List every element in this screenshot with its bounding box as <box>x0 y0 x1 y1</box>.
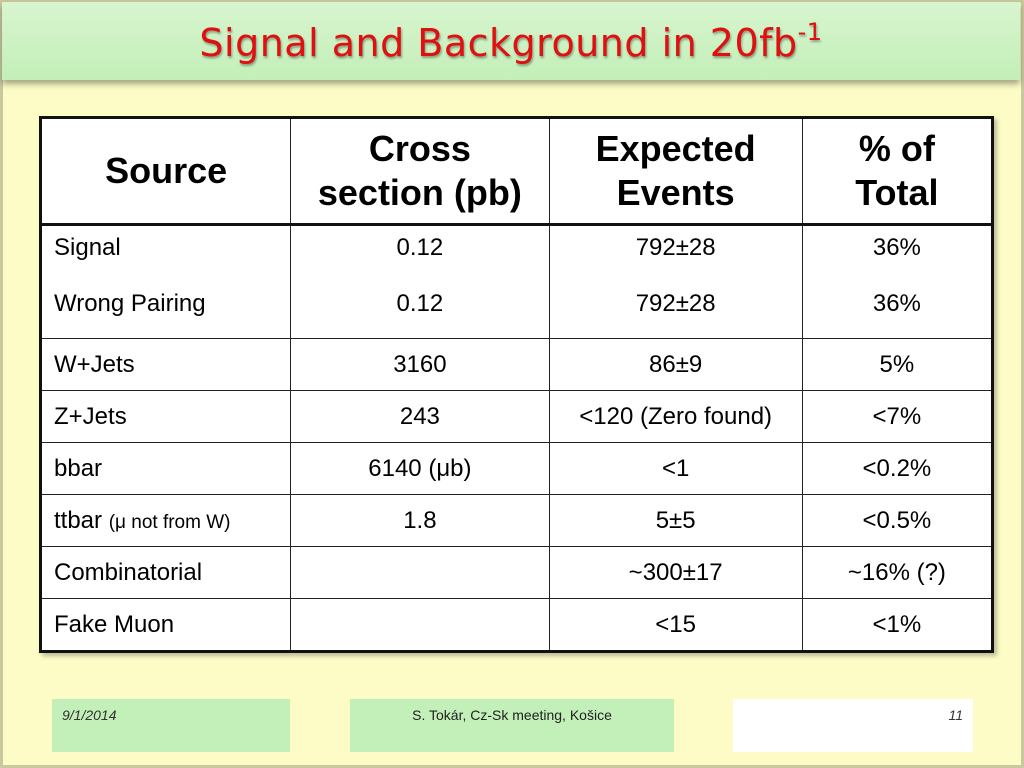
cell-events: <1 <box>548 442 803 495</box>
header-cross-line1: Cross <box>368 128 471 169</box>
cell-cross <box>290 546 550 599</box>
cell-source: Combinatorial <box>39 546 292 599</box>
footer-author-meeting: S. Tokár, Cz-Sk meeting, Košice <box>350 699 674 752</box>
cell-events: 5±5 <box>548 494 803 547</box>
cell-pct-wrong-pairing: 36% <box>872 290 921 317</box>
slide-title: Signal and Background in 20fb-1 <box>199 18 822 65</box>
cell-pct: ~16% (?) <box>801 546 994 599</box>
cell-pct: 5% <box>801 338 994 391</box>
header-cross-line2: section (pb) <box>317 172 522 213</box>
title-bar: Signal and Background in 20fb-1 <box>2 2 1020 80</box>
cell-events: ~300±17 <box>548 546 803 599</box>
header-events-line1: Expected <box>595 128 756 169</box>
table-row: bbar 6140 (μb) <1 <0.2% <box>39 442 994 495</box>
cell-pct: <0.2% <box>801 442 994 495</box>
table-row: Fake Muon <15 <1% <box>39 598 994 652</box>
slide-title-superscript: -1 <box>797 17 823 46</box>
cell-events: 86±9 <box>548 338 803 391</box>
cell-cross-signal: 0.12 <box>396 234 444 261</box>
cell-source: Z+Jets <box>39 390 292 443</box>
header-source: Source <box>39 117 292 225</box>
cell-events: <120 (Zero found) <box>548 390 803 443</box>
cell-source: bbar <box>39 442 292 495</box>
header-cross-section: Cross section (pb) <box>290 117 550 225</box>
cell-cross <box>290 598 550 652</box>
cell-events-signal: 792±28 <box>635 234 716 261</box>
table-row: ttbar (μ not from W) 1.8 5±5 <0.5% <box>39 494 994 547</box>
cell-events-wrong-pairing: 792±28 <box>635 290 716 317</box>
cell-pct: 36% 36% <box>801 224 994 339</box>
header-source-label: Source <box>105 150 228 191</box>
cell-pct: <1% <box>801 598 994 652</box>
table-row: Combinatorial ~300±17 ~16% (?) <box>39 546 994 599</box>
slide-title-text: Signal and Background in 20fb <box>199 20 798 65</box>
cell-events: <15 <box>548 598 803 652</box>
table-row-signal-group: Signal Wrong Pairing 0.12 0.12 792±28 79… <box>39 224 994 339</box>
header-pct-line2: Total <box>855 172 939 213</box>
cell-cross: 243 <box>290 390 550 443</box>
footer-date: 9/1/2014 <box>52 699 290 752</box>
cell-events: 792±28 792±28 <box>548 224 803 339</box>
cell-cross: 3160 <box>290 338 550 391</box>
cell-pct-signal: 36% <box>872 234 921 261</box>
header-events-line2: Events <box>616 172 735 213</box>
table-row: Z+Jets 243 <120 (Zero found) <7% <box>39 390 994 443</box>
cell-source-text: ttbar <box>54 506 103 534</box>
cell-source-note: (μ not from W) <box>108 511 231 533</box>
cell-pct: <7% <box>801 390 994 443</box>
table-row: W+Jets 3160 86±9 5% <box>39 338 994 391</box>
cell-cross-wrong-pairing: 0.12 <box>396 290 444 317</box>
cell-source: ttbar (μ not from W) <box>39 494 292 547</box>
header-pct-line1: % of <box>858 128 935 169</box>
cell-source: Signal Wrong Pairing <box>39 224 292 339</box>
cell-cross: 6140 (μb) <box>290 442 550 495</box>
table-header-row: Source Cross section (pb) Expected Events … <box>39 117 994 225</box>
header-percent-total: % of Total <box>801 117 994 225</box>
signal-background-table: Source Cross section (pb) Expected Events … <box>39 116 994 653</box>
header-expected-events: Expected Events <box>548 117 803 225</box>
cell-source-signal: Signal <box>54 234 121 261</box>
cell-source: W+Jets <box>39 338 292 391</box>
cell-pct: <0.5% <box>801 494 994 547</box>
cell-source-wrong-pairing: Wrong Pairing <box>54 290 206 317</box>
cell-cross: 1.8 <box>290 494 550 547</box>
cell-cross: 0.12 0.12 <box>290 224 550 339</box>
footer-page-number: 11 <box>733 699 973 752</box>
cell-source: Fake Muon <box>39 598 292 652</box>
